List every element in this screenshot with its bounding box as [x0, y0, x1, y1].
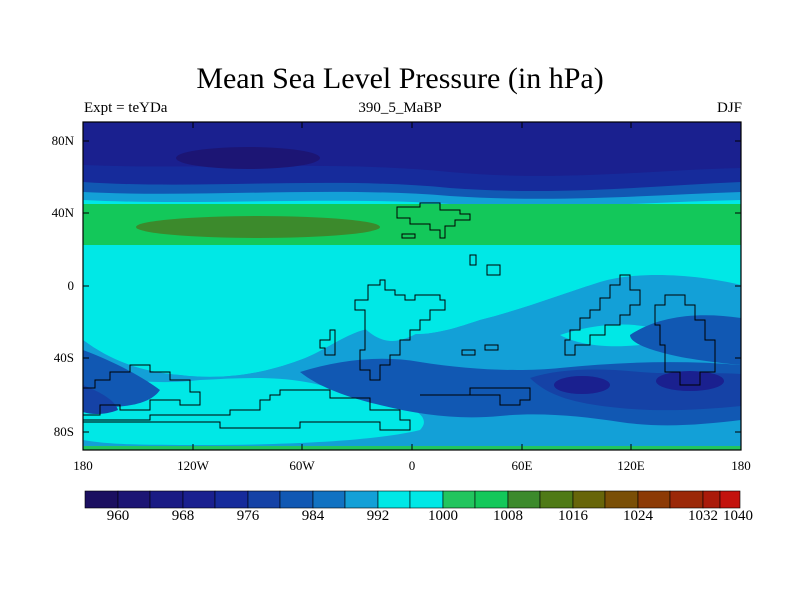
cb-976 [214, 490, 249, 509]
southern-low-west [554, 376, 610, 394]
subtitle-period: 390_5_MaBP [358, 100, 442, 116]
southwest-low-984 [83, 350, 160, 407]
cb-1024 [604, 490, 639, 509]
cb-984 [279, 490, 314, 509]
cb-label-992: 992 [366, 508, 390, 524]
cb-label-1024: 1024 [623, 508, 653, 524]
continent-north [396, 202, 471, 239]
cb-1036 [702, 490, 721, 509]
band-north-984 [83, 182, 741, 201]
southwest-low-976 [83, 385, 118, 415]
lat-label-40s: 40S [53, 350, 74, 365]
continent-outlines [82, 202, 716, 431]
subtitle-experiment: Expt = teYDa [84, 100, 168, 116]
lon-label-60w: 60W [289, 458, 315, 473]
pressure-field [83, 122, 741, 450]
island-north-3 [486, 264, 501, 276]
cb-1016 [539, 490, 574, 509]
lon-label-120w: 120W [177, 458, 209, 473]
lat-label-40n: 40N [51, 205, 74, 220]
plot-title: Mean Sea Level Pressure (in hPa) [196, 62, 604, 95]
coastline-south-east [420, 387, 531, 406]
south-pacific-984-tongue [630, 315, 741, 365]
cb-1008 [474, 490, 509, 509]
cb-1000 [409, 490, 444, 509]
south-africa-high [350, 293, 433, 341]
cb-1028 [637, 490, 671, 509]
lat-label-0: 0 [67, 278, 75, 293]
continent-south-pacific [654, 294, 716, 386]
lon-label-0: 0 [408, 458, 416, 473]
cb-label-1016: 1016 [558, 508, 588, 524]
band-north-976 [83, 165, 741, 193]
lat-label-80s: 80S [53, 424, 74, 439]
island-south-2 [461, 349, 476, 356]
lon-label-180w: 180 [73, 458, 93, 473]
subtitle-season: DJF [716, 100, 742, 116]
subtropical-high-core [136, 216, 380, 238]
cb-label-960: 960 [106, 508, 130, 524]
cb-label-1032: 1032 [688, 508, 718, 524]
continent-south-west [354, 279, 446, 381]
cb-1032 [669, 490, 704, 509]
axis-ticks [83, 122, 741, 450]
cb-988 [312, 490, 346, 509]
cb-1012 [507, 490, 541, 509]
lon-label-180e: 180 [731, 458, 751, 473]
coastline-south [82, 389, 411, 431]
colorbar [84, 490, 741, 509]
cb-label-976: 976 [236, 508, 260, 524]
cb-960 [84, 490, 119, 509]
cb-label-1000: 1000 [428, 508, 458, 524]
island-south-1 [319, 329, 336, 356]
cb-1020 [572, 490, 606, 509]
cb-996 [377, 490, 411, 509]
cb-label-984: 984 [301, 508, 325, 524]
polar-low-north [176, 147, 320, 169]
cb-label-1008: 1008 [493, 508, 523, 524]
cb-972 [182, 490, 216, 509]
southern-low-east [656, 371, 724, 391]
island-south-3 [484, 344, 499, 351]
island-north-1 [401, 233, 416, 239]
cb-label-1040: 1040 [723, 508, 753, 524]
cb-992 [344, 490, 379, 509]
cb-980 [247, 490, 281, 509]
continent-antarctic [82, 364, 201, 416]
band-north-992 [83, 191, 741, 207]
cb-label-968: 968 [171, 508, 195, 524]
cb-1040 [719, 490, 741, 509]
cb-968 [149, 490, 184, 509]
lat-label-80n: 80N [51, 133, 74, 148]
cb-1004 [442, 490, 476, 509]
cb-964 [117, 490, 151, 509]
island-north-2 [469, 254, 477, 266]
lon-label-120e: 120E [617, 458, 645, 473]
continent-south-east [564, 274, 641, 356]
lon-label-60e: 60E [511, 458, 533, 473]
